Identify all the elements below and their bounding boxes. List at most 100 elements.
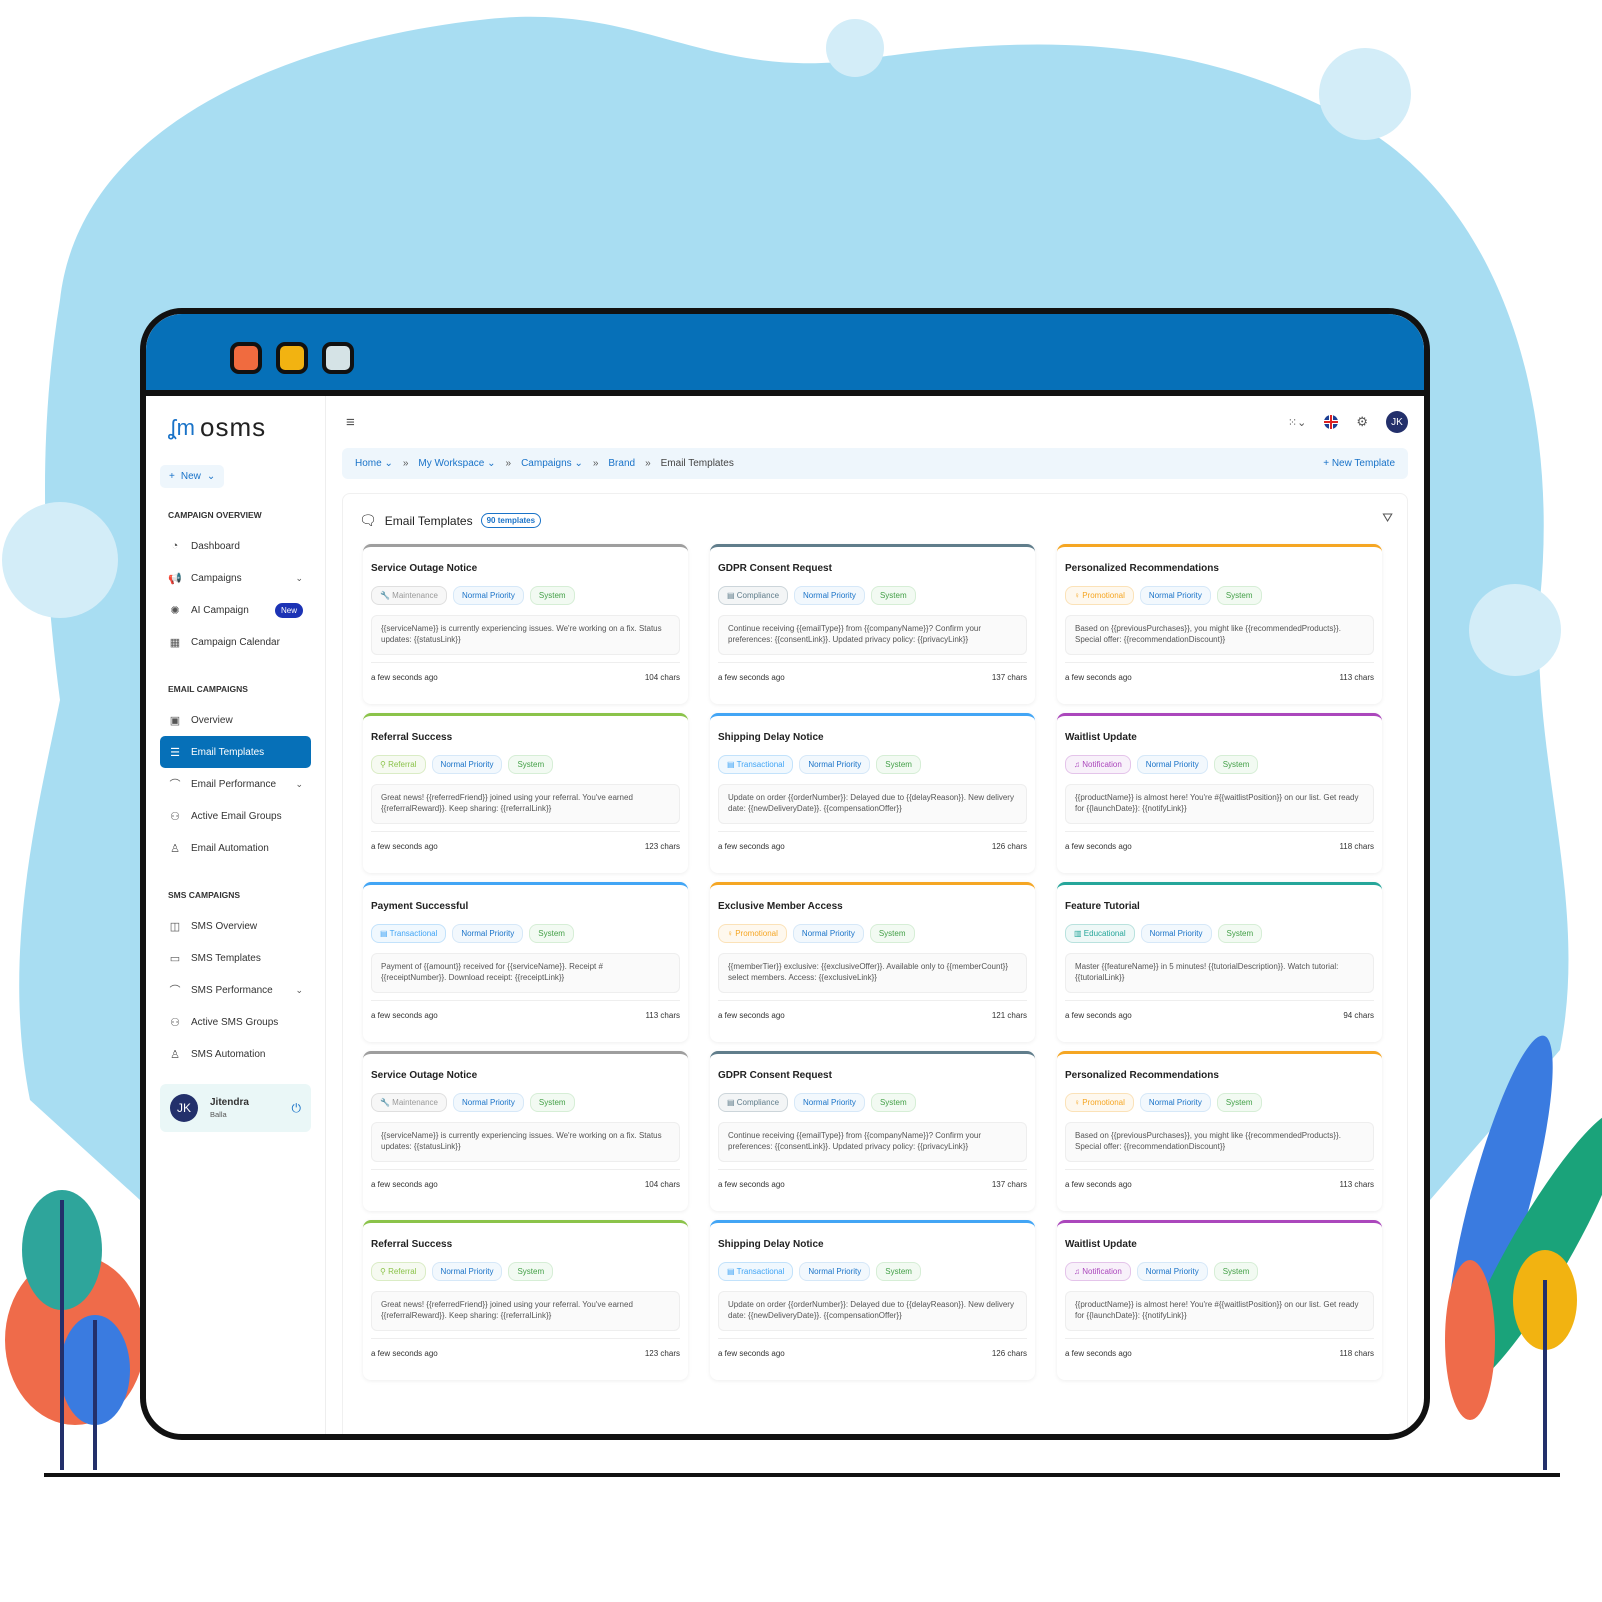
card-footer: a few seconds ago 104 chars xyxy=(371,1169,680,1189)
dashboard-icon: ◔ xyxy=(171,540,179,552)
sidebar-item-active-email-groups[interactable]: ⚇ Active Email Groups xyxy=(160,800,311,832)
template-card[interactable]: Referral Success ⚲ Referral Normal Priorit… xyxy=(363,713,688,873)
power-icon[interactable]: ⏻ xyxy=(291,1100,302,1115)
sidebar-item-label: Email Performance xyxy=(191,778,277,790)
category-tag: ▤ Transactional xyxy=(371,924,447,943)
tag-list: ♫ Notification Normal Priority System xyxy=(1065,755,1374,774)
source-tag: System xyxy=(876,1262,921,1281)
minimize-window-button[interactable] xyxy=(276,342,308,374)
sidebar-item-sms-overview[interactable]: ◫ SMS Overview xyxy=(160,910,311,942)
updated-time: a few seconds ago xyxy=(371,1180,438,1189)
template-card[interactable]: Referral Success ⚲ Referral Normal Priorit… xyxy=(363,1220,688,1380)
sidebar-item-campaign-calendar[interactable]: ▦ Campaign Calendar xyxy=(160,626,311,658)
source-tag: System xyxy=(1216,586,1262,605)
new-template-button[interactable]: + New Template xyxy=(1323,458,1395,469)
sidebar-section-title: CAMPAIGN OVERVIEW xyxy=(168,510,262,520)
avatar: JK xyxy=(170,1094,198,1122)
filter-icon[interactable]: ⛛ xyxy=(1382,510,1393,525)
template-card[interactable]: Personalized Recommendations ♀ Promotiona… xyxy=(1057,1051,1382,1211)
char-count: 137 chars xyxy=(991,1180,1027,1189)
plus-icon: + xyxy=(169,471,175,482)
sidebar-section-title: SMS CAMPAIGNS xyxy=(168,890,241,900)
source-tag: System xyxy=(529,924,574,943)
card-footer: a few seconds ago 118 chars xyxy=(1065,1338,1374,1358)
template-grid: Service Outage Notice 🔧 Maintenance Normal… xyxy=(363,544,1382,1380)
chevron-down-icon[interactable]: ⌄ xyxy=(295,984,303,995)
char-count: 113 chars xyxy=(1339,1180,1374,1189)
template-card[interactable]: Waitlist Update ♫ Notification Normal Prio… xyxy=(1057,1220,1382,1380)
template-title: Shipping Delay Notice xyxy=(718,732,824,743)
sidebar-item-email-automation[interactable]: ♙ Email Automation xyxy=(160,832,311,864)
template-card[interactable]: Service Outage Notice 🔧 Maintenance Normal… xyxy=(363,1051,688,1211)
tag-list: ♀ Promotional Normal Priority System xyxy=(1065,586,1374,605)
char-count: 113 chars xyxy=(645,1011,680,1020)
sidebar-item-dashboard[interactable]: ◔ Dashboard xyxy=(160,530,311,562)
breadcrumb-home[interactable]: Home ⌄ xyxy=(355,458,393,469)
sidebar-item-sms-performance[interactable]: ⌒ SMS Performance ⌄ xyxy=(160,974,311,1006)
template-card[interactable]: Shipping Delay Notice ▤ Transactional Norm… xyxy=(710,713,1035,873)
updated-time: a few seconds ago xyxy=(718,1180,785,1189)
sidebar-item-email-performance[interactable]: ⌒ Email Performance ⌄ xyxy=(160,768,311,800)
new-button[interactable]: + New ⌄ xyxy=(160,465,225,488)
updated-time: a few seconds ago xyxy=(1065,842,1132,851)
template-card[interactable]: Exclusive Member Access ♀ Promotional Norm… xyxy=(710,882,1035,1042)
breadcrumb-campaigns[interactable]: Campaigns ⌄ xyxy=(521,458,583,469)
uk-flag-icon[interactable] xyxy=(1324,415,1339,429)
sidebar-item-sms-automation[interactable]: ♙ SMS Automation xyxy=(160,1038,311,1070)
group-icon: ⚇ xyxy=(170,810,180,823)
template-title: GDPR Consent Request xyxy=(718,563,832,574)
template-card[interactable]: Personalized Recommendations ♀ Promotiona… xyxy=(1057,544,1382,704)
template-title: Service Outage Notice xyxy=(371,563,478,574)
breadcrumb-brand[interactable]: Brand xyxy=(608,458,636,469)
template-card[interactable]: Shipping Delay Notice ▤ Transactional Norm… xyxy=(710,1220,1035,1380)
template-card[interactable]: Waitlist Update ♫ Notification Normal Prio… xyxy=(1057,713,1382,873)
tag-list: ♫ Notification Normal Priority System xyxy=(1065,1262,1374,1281)
priority-tag: Normal Priority xyxy=(792,924,864,943)
sidebar-item-sms-templates[interactable]: ▭ SMS Templates xyxy=(160,942,311,974)
sidebar-item-ai-campaign[interactable]: ✺ AI Campaign New xyxy=(160,594,311,626)
template-title: Payment Successful xyxy=(371,901,469,912)
template-card[interactable]: Service Outage Notice 🔧 Maintenance Normal… xyxy=(363,544,688,704)
chevron-down-icon[interactable]: ⌄ xyxy=(295,778,303,789)
header-avatar[interactable]: JK xyxy=(1386,411,1408,433)
hamburger-menu-icon[interactable]: ≡ xyxy=(346,413,355,431)
priority-tag: Normal Priority xyxy=(794,586,865,605)
chevron-down-icon: ⌄ xyxy=(206,471,216,482)
category-tag: 🔧 Maintenance xyxy=(371,586,447,605)
card-footer: a few seconds ago 118 chars xyxy=(1065,831,1374,851)
char-count: 123 chars xyxy=(644,842,680,851)
apps-grid-icon[interactable]: ⁙⌄ xyxy=(1287,416,1307,429)
user-card[interactable]: JK Jitendra Balla ⏻ xyxy=(160,1084,311,1132)
char-count: 104 chars xyxy=(644,1180,680,1189)
updated-time: a few seconds ago xyxy=(1065,1180,1132,1189)
sidebar-item-overview[interactable]: ▣ Overview xyxy=(160,704,311,736)
settings-gear-icon[interactable]: ⚙ xyxy=(1356,414,1368,429)
close-window-button[interactable] xyxy=(230,342,262,374)
maximize-window-button[interactable] xyxy=(322,342,354,374)
sidebar-item-email-templates[interactable]: ☰ Email Templates xyxy=(160,736,311,768)
breadcrumb-my-workspace[interactable]: My Workspace ⌄ xyxy=(418,458,496,469)
updated-time: a few seconds ago xyxy=(718,673,785,682)
chevron-down-icon[interactable]: ⌄ xyxy=(295,572,303,583)
card-footer: a few seconds ago 126 chars xyxy=(718,1338,1027,1358)
source-tag: System xyxy=(1213,1262,1259,1281)
sidebar-item-campaigns[interactable]: 📢 Campaigns ⌄ xyxy=(160,562,311,594)
template-body-preview: Based on {{previousPurchases}}, you migh… xyxy=(1065,1122,1374,1162)
template-title: Personalized Recommendations xyxy=(1065,1070,1219,1081)
template-card[interactable]: Payment Successful ▤ Transactional Normal … xyxy=(363,882,688,1042)
source-tag: System xyxy=(1216,1093,1262,1112)
card-footer: a few seconds ago 123 chars xyxy=(371,831,680,851)
new-label: New xyxy=(180,471,201,482)
template-card[interactable]: GDPR Consent Request ▤ Compliance Normal P… xyxy=(710,1051,1035,1211)
template-body-preview: Continue receiving {{emailType}} from {{… xyxy=(718,615,1027,655)
sidebar-item-active-sms-groups[interactable]: ⚇ Active SMS Groups xyxy=(160,1006,311,1038)
template-card[interactable]: GDPR Consent Request ▤ Compliance Normal P… xyxy=(710,544,1035,704)
template-card[interactable]: Feature Tutorial ▥ Educational Normal Prio… xyxy=(1057,882,1382,1042)
tag-list: ♀ Promotional Normal Priority System xyxy=(1065,1093,1374,1112)
updated-time: a few seconds ago xyxy=(718,842,785,851)
panel-title: Email Templates xyxy=(384,513,473,528)
category-tag: ♫ Notification xyxy=(1065,755,1131,774)
user-first-name: Jitendra xyxy=(210,1097,249,1108)
updated-time: a few seconds ago xyxy=(1065,673,1132,682)
template-title: Waitlist Update xyxy=(1065,1239,1137,1250)
